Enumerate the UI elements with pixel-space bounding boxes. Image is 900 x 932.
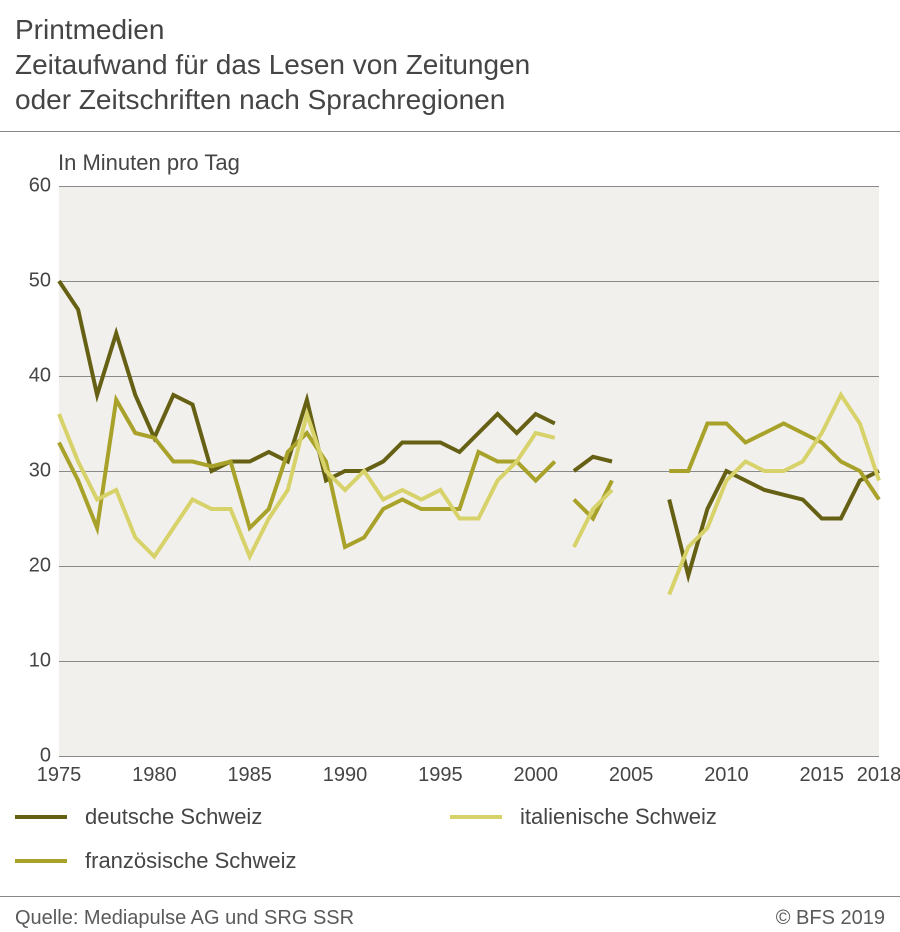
x-tick-label: 2015 [800, 764, 845, 787]
x-tick-label: 1985 [227, 764, 272, 787]
series-de [669, 471, 879, 576]
x-tick-label: 1990 [323, 764, 368, 787]
y-axis-title: In Minuten pro Tag [0, 132, 900, 176]
copyright-label: © BFS 2019 [776, 907, 885, 930]
legend-swatch [15, 859, 67, 863]
legend-item-de: deutsche Schweiz [15, 804, 450, 830]
legend: deutsche Schweiz italienische Schweiz fran… [15, 804, 885, 892]
x-tick-label: 2010 [704, 764, 749, 787]
x-tick-label: 1980 [132, 764, 177, 787]
x-tick-label: 2000 [513, 764, 558, 787]
x-tick-label: 1975 [37, 764, 82, 787]
legend-label: deutsche Schweiz [85, 804, 262, 830]
gridline-y [59, 756, 879, 757]
legend-swatch [15, 815, 67, 819]
x-tick-label: 1995 [418, 764, 463, 787]
chart-container: Printmedien Zeitaufwand für das Lesen vo… [0, 0, 900, 932]
title-line-3: oder Zeitschriften nach Sprachregionen [15, 82, 885, 117]
source-label: Quelle: Mediapulse AG und SRG SSR [15, 907, 354, 930]
title-line-1: Printmedien [15, 12, 885, 47]
x-tick-label: 2018 [857, 764, 900, 787]
legend-swatch [450, 815, 502, 819]
line-layer [15, 186, 879, 756]
legend-label: französische Schweiz [85, 848, 297, 874]
x-tick-label: 2005 [609, 764, 654, 787]
series-de [59, 281, 555, 481]
series-it [669, 395, 879, 595]
title-line-2: Zeitaufwand für das Lesen von Zeitungen [15, 47, 885, 82]
series-fr [669, 424, 879, 500]
legend-item-it: italienische Schweiz [450, 804, 885, 830]
legend-label: italienische Schweiz [520, 804, 717, 830]
series-de [574, 457, 612, 471]
legend-item-fr: französische Schweiz [15, 848, 450, 874]
plot-area: 0102030405060197519801985199019952000200… [15, 186, 885, 756]
footer: Quelle: Mediapulse AG und SRG SSR © BFS … [0, 897, 900, 930]
title-block: Printmedien Zeitaufwand für das Lesen vo… [0, 0, 900, 131]
